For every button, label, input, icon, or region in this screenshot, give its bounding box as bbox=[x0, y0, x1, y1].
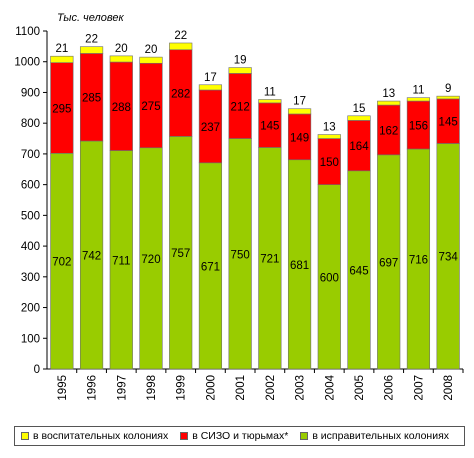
x-tick-label: 1995 bbox=[57, 375, 69, 401]
legend-swatch bbox=[180, 432, 189, 440]
data-label: 156 bbox=[409, 121, 428, 133]
bar-segment bbox=[406, 97, 431, 102]
data-label: 750 bbox=[231, 249, 250, 261]
data-label: 22 bbox=[174, 30, 187, 42]
x-tick-label: 2006 bbox=[384, 375, 396, 401]
data-label: 145 bbox=[439, 117, 458, 129]
x-tick-label: 2004 bbox=[324, 374, 336, 400]
legend-item: в воспитательных колониях bbox=[21, 430, 168, 442]
bar-segment bbox=[287, 108, 312, 115]
data-label: 734 bbox=[439, 252, 459, 264]
bar-segment bbox=[317, 134, 341, 139]
legend-label: в исправительных колониях bbox=[312, 430, 450, 442]
data-label: 742 bbox=[82, 251, 101, 263]
data-label: 681 bbox=[290, 260, 309, 272]
y-tick-label: 900 bbox=[21, 87, 40, 99]
data-label: 149 bbox=[290, 132, 309, 144]
y-tick-label: 1000 bbox=[14, 57, 40, 69]
data-label: 11 bbox=[412, 85, 424, 97]
data-label: 237 bbox=[201, 122, 220, 134]
y-tick-label: 100 bbox=[21, 333, 40, 345]
y-tick-label: 0 bbox=[34, 364, 40, 376]
legend-swatch bbox=[300, 432, 309, 440]
data-label: 275 bbox=[141, 101, 160, 113]
bar-segment bbox=[436, 95, 460, 100]
data-label: 19 bbox=[234, 55, 247, 67]
data-label: 212 bbox=[231, 101, 250, 113]
bar-segment bbox=[109, 55, 133, 63]
x-tick-label: 2007 bbox=[413, 375, 425, 401]
x-tick-label: 1999 bbox=[176, 375, 188, 401]
data-label: 671 bbox=[201, 261, 220, 273]
bar-segment bbox=[50, 55, 74, 63]
y-tick-label: 800 bbox=[21, 118, 40, 130]
data-label: 17 bbox=[293, 96, 306, 108]
data-label: 13 bbox=[382, 88, 395, 100]
bar-segment bbox=[198, 84, 223, 91]
data-label: 721 bbox=[260, 254, 279, 266]
data-label: 150 bbox=[320, 157, 339, 169]
data-label: 720 bbox=[141, 254, 160, 266]
legend-item: в СИЗО и тюрьмах* bbox=[180, 430, 288, 442]
data-label: 9 bbox=[445, 83, 451, 95]
bar-segment bbox=[347, 115, 371, 121]
bar-segment bbox=[258, 99, 282, 104]
data-label: 285 bbox=[82, 93, 101, 105]
x-tick-label: 2002 bbox=[265, 375, 277, 401]
x-tick-label: 1997 bbox=[116, 375, 128, 401]
y-unit-label: Тыс. человек bbox=[57, 12, 124, 24]
y-tick-label: 700 bbox=[21, 149, 40, 161]
data-label: 20 bbox=[145, 44, 158, 56]
data-label: 17 bbox=[204, 72, 217, 84]
data-label: 145 bbox=[260, 121, 279, 133]
x-tick-label: 2005 bbox=[354, 375, 366, 401]
data-label: 295 bbox=[52, 103, 71, 115]
bar-segment bbox=[139, 56, 163, 64]
x-tick-label: 2008 bbox=[443, 375, 455, 401]
x-tick-label: 2003 bbox=[295, 375, 307, 401]
y-tick-label: 500 bbox=[21, 210, 40, 222]
data-label: 162 bbox=[379, 125, 398, 137]
data-label: 288 bbox=[112, 102, 131, 114]
data-label: 21 bbox=[55, 43, 68, 55]
bar-segment bbox=[169, 42, 193, 51]
data-label: 20 bbox=[115, 43, 128, 55]
legend-label: в СИЗО и тюрьмах* bbox=[192, 430, 289, 442]
y-tick-label: 300 bbox=[21, 272, 40, 284]
bar-segment bbox=[79, 46, 104, 54]
y-tick-label: 400 bbox=[21, 241, 40, 253]
y-tick-label: 200 bbox=[21, 303, 40, 315]
bar-segment bbox=[228, 67, 252, 74]
data-label: 164 bbox=[349, 141, 369, 153]
legend: в воспитательных колониях в СИЗО и тюрьма… bbox=[14, 426, 465, 446]
data-label: 697 bbox=[379, 257, 398, 269]
y-tick-label: 1100 bbox=[15, 26, 40, 38]
data-label: 22 bbox=[85, 34, 98, 46]
legend-swatch bbox=[21, 432, 29, 440]
y-tick-label: 600 bbox=[21, 180, 40, 192]
data-label: 645 bbox=[349, 265, 368, 277]
x-tick-label: 2000 bbox=[205, 375, 217, 401]
x-tick-label: 1998 bbox=[146, 375, 158, 401]
data-label: 600 bbox=[320, 272, 339, 284]
data-label: 15 bbox=[353, 103, 366, 115]
data-label: 716 bbox=[409, 254, 428, 266]
bar-segment bbox=[377, 100, 401, 106]
data-label: 282 bbox=[171, 89, 190, 101]
data-label: 757 bbox=[171, 248, 190, 260]
data-label: 711 bbox=[112, 255, 130, 267]
x-tick-label: 1996 bbox=[87, 375, 99, 401]
legend-label: в воспитательных колониях bbox=[33, 430, 169, 442]
legend-item: в исправительных колониях bbox=[300, 430, 449, 442]
data-label: 702 bbox=[52, 257, 71, 269]
data-label: 11 bbox=[264, 87, 276, 99]
data-label: 13 bbox=[323, 122, 336, 134]
x-tick-label: 2001 bbox=[235, 375, 247, 401]
